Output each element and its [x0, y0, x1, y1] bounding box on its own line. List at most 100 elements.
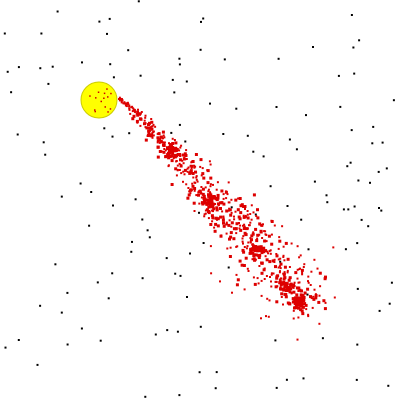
particle — [221, 210, 224, 213]
particle — [297, 316, 300, 319]
particle — [255, 249, 259, 253]
particle — [280, 277, 282, 280]
particle — [162, 134, 165, 137]
particle — [121, 98, 123, 101]
particle — [258, 245, 261, 248]
particle — [301, 298, 305, 302]
particle — [293, 296, 297, 300]
star — [107, 297, 110, 300]
particle — [167, 165, 170, 168]
particle — [186, 167, 189, 170]
particle — [210, 209, 213, 212]
star — [189, 252, 191, 255]
particle — [292, 317, 295, 320]
particle — [235, 273, 238, 276]
particle — [212, 183, 214, 186]
star — [88, 224, 91, 227]
particle — [208, 160, 211, 163]
particle — [269, 276, 271, 278]
particle — [269, 249, 272, 252]
star — [108, 17, 111, 20]
particle — [233, 215, 235, 218]
star — [352, 46, 355, 49]
particle — [176, 169, 179, 172]
particle — [255, 215, 258, 217]
particle — [243, 205, 247, 208]
particle — [209, 245, 212, 248]
particle — [292, 290, 296, 294]
particle — [225, 221, 228, 224]
particle — [207, 202, 211, 206]
particle — [147, 129, 151, 133]
particle — [244, 234, 247, 236]
particle — [189, 169, 193, 173]
particle — [251, 258, 254, 261]
particle — [193, 187, 197, 190]
particle — [156, 145, 160, 149]
particle — [292, 309, 295, 312]
star — [349, 161, 352, 164]
particle — [275, 276, 279, 280]
particle — [257, 256, 261, 259]
star — [372, 125, 375, 128]
star — [112, 76, 115, 79]
particle — [270, 220, 274, 223]
particle — [314, 294, 318, 298]
particle — [200, 191, 203, 194]
particle — [302, 266, 305, 268]
particle — [183, 156, 186, 159]
particle — [227, 201, 230, 204]
particle — [299, 298, 302, 302]
particle — [171, 137, 174, 140]
particle — [156, 141, 159, 144]
star — [199, 48, 202, 51]
particle — [200, 196, 203, 199]
particle — [282, 288, 286, 292]
particle — [278, 271, 281, 274]
particle — [303, 263, 306, 266]
star — [223, 58, 226, 61]
particle — [179, 146, 182, 149]
star — [356, 287, 359, 290]
star — [306, 293, 309, 296]
particle — [244, 208, 246, 210]
particle — [150, 127, 154, 131]
particle — [246, 245, 249, 248]
particle — [216, 193, 220, 197]
star — [4, 346, 7, 349]
particle — [273, 261, 276, 263]
particle — [178, 149, 181, 152]
sun-body[interactable] — [80, 81, 118, 119]
particle — [229, 213, 233, 217]
particle — [307, 313, 310, 316]
particle — [267, 234, 271, 238]
star — [378, 309, 381, 312]
star — [79, 182, 82, 185]
star — [235, 107, 238, 110]
particle — [230, 211, 233, 214]
particle — [178, 162, 181, 165]
particle — [163, 136, 166, 139]
particle — [282, 280, 286, 284]
particle — [208, 196, 212, 200]
particle — [209, 223, 213, 226]
particle — [204, 186, 207, 189]
particle — [277, 266, 280, 269]
particle — [243, 223, 246, 226]
particle — [178, 153, 181, 156]
particle — [247, 270, 250, 272]
star — [367, 225, 370, 228]
star — [325, 194, 328, 197]
particle — [275, 254, 279, 258]
star — [355, 378, 358, 381]
particle — [226, 247, 229, 250]
sun[interactable] — [80, 81, 118, 119]
particle — [301, 294, 305, 298]
particle — [132, 108, 135, 111]
particle — [238, 197, 242, 200]
star — [350, 129, 353, 132]
star — [346, 165, 349, 168]
star — [321, 337, 324, 340]
